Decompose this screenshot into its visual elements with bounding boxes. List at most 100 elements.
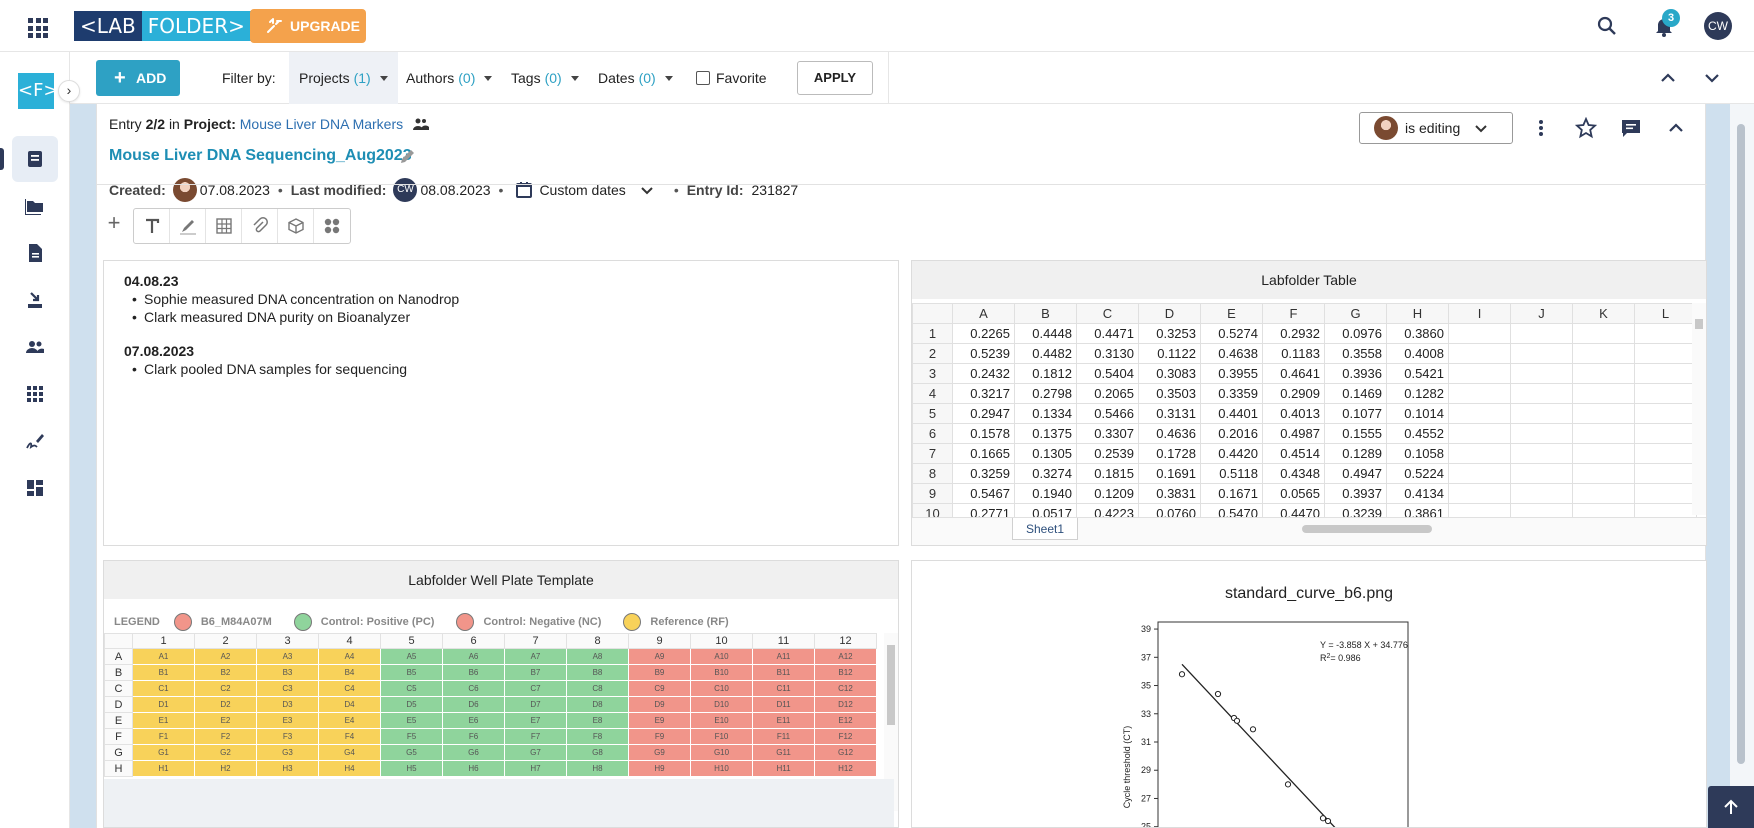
plate-well[interactable]: H7 <box>504 760 567 777</box>
table-cell[interactable]: 0.1282 <box>1386 383 1449 404</box>
sidebar-item-apps[interactable] <box>12 371 58 417</box>
row-header[interactable]: 7 <box>912 443 953 464</box>
empty-cell[interactable] <box>1510 363 1573 384</box>
table-cell[interactable]: 0.4013 <box>1262 403 1325 424</box>
favorite-checkbox[interactable]: Favorite <box>696 70 767 86</box>
empty-cell[interactable] <box>1448 483 1511 504</box>
table-cell[interactable]: 0.3217 <box>952 383 1015 404</box>
plate-well[interactable]: C7 <box>504 680 567 697</box>
table-cell[interactable]: 0.4482 <box>1014 343 1077 364</box>
plate-well[interactable]: H6 <box>442 760 505 777</box>
sheet-tab[interactable]: Sheet1 <box>1012 518 1078 540</box>
empty-cell[interactable] <box>1572 383 1635 404</box>
table-cell[interactable]: 0.1691 <box>1138 463 1201 484</box>
table-cell[interactable]: 0.0565 <box>1262 483 1325 504</box>
table-cell[interactable]: 0.3253 <box>1138 323 1201 344</box>
empty-cell[interactable] <box>1510 423 1573 444</box>
plate-well[interactable]: D12 <box>814 696 877 713</box>
empty-cell[interactable] <box>1448 463 1511 484</box>
plate-well[interactable]: C4 <box>318 680 381 697</box>
well-plate-grid[interactable]: 1 2 3 4 5 6 7 8 9 10 11 12 A A1 A2 A3 A4 A5 A6 A7 A8 A9 A10 A11… <box>104 633 877 777</box>
plate-well[interactable]: F5 <box>380 728 443 745</box>
plate-well[interactable]: H4 <box>318 760 381 777</box>
plate-well[interactable]: D1 <box>132 696 195 713</box>
table-cell[interactable]: 0.1940 <box>1014 483 1077 504</box>
pencil-icon[interactable] <box>399 147 417 165</box>
apps-grid-icon[interactable] <box>24 14 48 38</box>
plate-well[interactable]: D10 <box>690 696 753 713</box>
empty-cell[interactable] <box>1572 323 1635 344</box>
plate-well[interactable]: H9 <box>628 760 691 777</box>
plate-well[interactable]: G9 <box>628 744 691 761</box>
plate-well[interactable]: D2 <box>194 696 257 713</box>
spreadsheet-grid[interactable]: A B C D E F G H I J K L 1 0.2265 0.4448 0.4471 0.3253 0.5… <box>912 303 1697 524</box>
plate-well[interactable]: C1 <box>132 680 195 697</box>
plate-well[interactable]: C3 <box>256 680 319 697</box>
expand-sidebar-chevron-icon[interactable]: › <box>58 80 80 102</box>
table-cell[interactable]: 0.2065 <box>1076 383 1139 404</box>
empty-cell[interactable] <box>1510 383 1573 404</box>
empty-cell[interactable] <box>1510 323 1573 344</box>
table-cell[interactable]: 0.2265 <box>952 323 1015 344</box>
plate-well[interactable]: A4 <box>318 648 381 665</box>
table-cell[interactable]: 0.3307 <box>1076 423 1139 444</box>
table-cell[interactable]: 0.1305 <box>1014 443 1077 464</box>
plate-well[interactable]: B11 <box>752 664 815 681</box>
plate-well[interactable]: E11 <box>752 712 815 729</box>
empty-cell[interactable] <box>1572 423 1635 444</box>
plate-well[interactable]: E2 <box>194 712 257 729</box>
chevron-down-icon[interactable] <box>1700 66 1724 90</box>
empty-cell[interactable] <box>1510 483 1573 504</box>
plate-well[interactable]: G12 <box>814 744 877 761</box>
plate-well[interactable]: F10 <box>690 728 753 745</box>
plate-well[interactable]: E5 <box>380 712 443 729</box>
project-link[interactable]: Mouse Liver DNA Markers <box>239 116 404 132</box>
table-cell[interactable]: 0.3359 <box>1200 383 1263 404</box>
plate-well[interactable]: D4 <box>318 696 381 713</box>
plate-well[interactable]: A9 <box>628 648 691 665</box>
labfolder-logo[interactable]: <LAB FOLDER> <box>74 11 251 41</box>
sidebar-item-notebook[interactable] <box>0 136 58 182</box>
sidebar-item-dashboard[interactable] <box>12 465 58 511</box>
plate-well[interactable]: A12 <box>814 648 877 665</box>
table-cell[interactable]: 0.4008 <box>1386 343 1449 364</box>
plate-well[interactable]: G3 <box>256 744 319 761</box>
empty-cell[interactable] <box>1448 343 1511 364</box>
plate-well[interactable]: A3 <box>256 648 319 665</box>
plate-well[interactable]: G2 <box>194 744 257 761</box>
plate-well[interactable]: G11 <box>752 744 815 761</box>
plate-well[interactable]: F2 <box>194 728 257 745</box>
column-header[interactable]: L <box>1634 303 1697 324</box>
plate-well[interactable]: E10 <box>690 712 753 729</box>
apps-element-button[interactable] <box>314 209 350 243</box>
plate-well[interactable]: A2 <box>194 648 257 665</box>
empty-cell[interactable] <box>1634 483 1697 504</box>
table-cell[interactable]: 0.1014 <box>1386 403 1449 424</box>
plate-well[interactable]: A7 <box>504 648 567 665</box>
filter-dates-dropdown[interactable]: Dates (0) <box>588 52 683 104</box>
plate-well[interactable]: F12 <box>814 728 877 745</box>
table-cell[interactable]: 0.1671 <box>1200 483 1263 504</box>
sidebar-item-signature[interactable] <box>12 418 58 464</box>
column-header[interactable]: K <box>1572 303 1635 324</box>
empty-cell[interactable] <box>1448 363 1511 384</box>
sketch-element-button[interactable] <box>170 209 206 243</box>
row-header[interactable]: 2 <box>912 343 953 364</box>
empty-cell[interactable] <box>1572 403 1635 424</box>
plate-well[interactable]: E7 <box>504 712 567 729</box>
empty-cell[interactable] <box>1634 383 1697 404</box>
table-cell[interactable]: 0.3955 <box>1200 363 1263 384</box>
empty-cell[interactable] <box>1572 483 1635 504</box>
sidebar-item-templates[interactable] <box>12 230 58 276</box>
table-cell[interactable]: 0.3259 <box>952 463 1015 484</box>
upgrade-button[interactable]: UPGRADE <box>250 9 366 43</box>
star-icon[interactable] <box>1575 117 1597 139</box>
plate-well[interactable]: B1 <box>132 664 195 681</box>
plate-well[interactable]: F8 <box>566 728 629 745</box>
table-cell[interactable]: 0.3558 <box>1324 343 1387 364</box>
sidebar-item-groups[interactable] <box>12 324 58 370</box>
chevron-up-icon[interactable] <box>1656 66 1680 90</box>
plate-well[interactable]: E6 <box>442 712 505 729</box>
plate-well[interactable]: C11 <box>752 680 815 697</box>
table-cell[interactable]: 0.5421 <box>1386 363 1449 384</box>
